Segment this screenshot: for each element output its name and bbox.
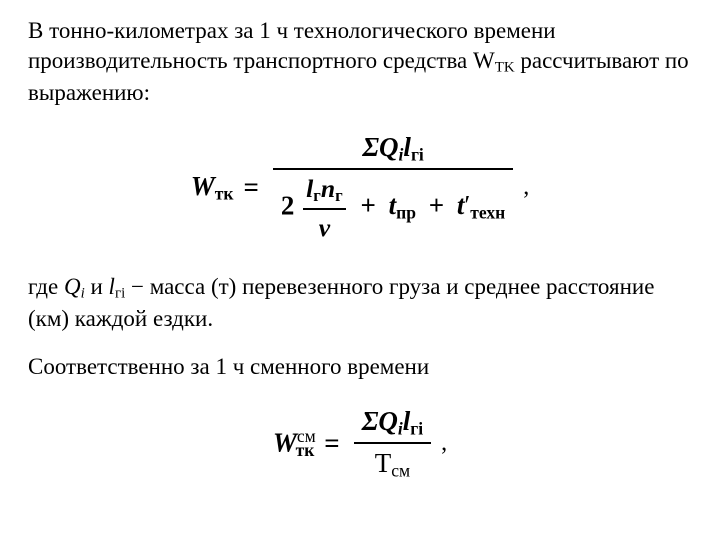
f2-W-sub: тк [296, 440, 315, 460]
f1-fraction: ΣQilгi 2 lгnг v + tпр [273, 130, 513, 244]
f1-sn: n [321, 174, 335, 203]
f1-t1: t [389, 190, 397, 220]
f2-l-sub: гi [410, 419, 423, 439]
f1-plus1: + [360, 190, 375, 220]
f1-t2-sub: техн [470, 203, 505, 223]
f1-smallfrac-num: lгnг [303, 172, 346, 208]
p2-Q: Q [64, 274, 81, 299]
para1-text: В тонно-километрах за 1 ч технологическо… [28, 18, 556, 73]
formula-1-inline: Wтк = ΣQilгi 2 lгnг v [191, 130, 529, 244]
f2-fraction: ΣQilгi Тсм [354, 404, 431, 482]
f1-sv: v [319, 213, 330, 242]
paragraph-1: В тонно-километрах за 1 ч технологическо… [28, 16, 692, 108]
f1-l-sub: гi [411, 144, 424, 164]
f1-lhs: Wтк [191, 169, 234, 205]
f1-comma: , [523, 172, 529, 203]
f2-eq: = [324, 426, 339, 461]
f1-smallfrac: lгnг v [303, 172, 346, 244]
f1-t2-wrap: t′техн [457, 190, 505, 220]
p3-text: Соответственно за 1 ч сменного времени [28, 354, 429, 379]
p2-a: где [28, 274, 64, 299]
page: В тонно-километрах за 1 ч технологическо… [0, 0, 720, 483]
f2-lhs: Wсмтк [273, 425, 314, 462]
f2-sigma: Σ [362, 406, 379, 436]
p2-l-sub: гi [115, 286, 125, 302]
f1-two: 2 [281, 190, 295, 220]
f1-eq: = [244, 170, 259, 205]
f1-plus2: + [429, 190, 444, 220]
f2-Q: Q [378, 406, 398, 436]
f1-t1-sub: пр [396, 203, 416, 223]
para1-sub: TK [495, 60, 515, 76]
f1-Q: Q [379, 132, 399, 162]
f1-sn-sub: г [335, 186, 343, 205]
paragraph-2: где Qi и lгi − масса (т) перевезенного г… [28, 272, 692, 334]
f1-W: W [191, 171, 215, 201]
f2-comma: , [441, 428, 447, 459]
f2-T: Т [375, 448, 392, 478]
formula-2-inline: Wсмтк = ΣQilгi Тсм , [273, 404, 447, 482]
f1-sl-sub: г [313, 186, 321, 205]
f2-W: W [273, 428, 297, 458]
formula-1: Wтк = ΣQilгi 2 lгnг v [28, 130, 692, 244]
p2-c: − масса (т) перевезенного груза и средне… [28, 274, 654, 331]
f1-denominator: 2 lгnг v + tпр + t′те [273, 168, 513, 244]
f1-t1-wrap: tпр [389, 190, 423, 220]
f2-denominator: Тсм [354, 442, 431, 482]
f1-numerator: ΣQilгi [273, 130, 513, 168]
p2-b: и [85, 274, 109, 299]
f1-W-sub: тк [215, 183, 234, 203]
f2-T-sub: см [391, 461, 410, 481]
f1-l: l [403, 132, 411, 162]
paragraph-3: Соответственно за 1 ч сменного времени [28, 352, 692, 382]
f1-sigma: Σ [362, 132, 379, 162]
f2-numerator: ΣQilгi [354, 404, 431, 442]
formula-2: Wсмтк = ΣQilгi Тсм , [28, 404, 692, 482]
f1-smallfrac-den: v [303, 208, 346, 244]
